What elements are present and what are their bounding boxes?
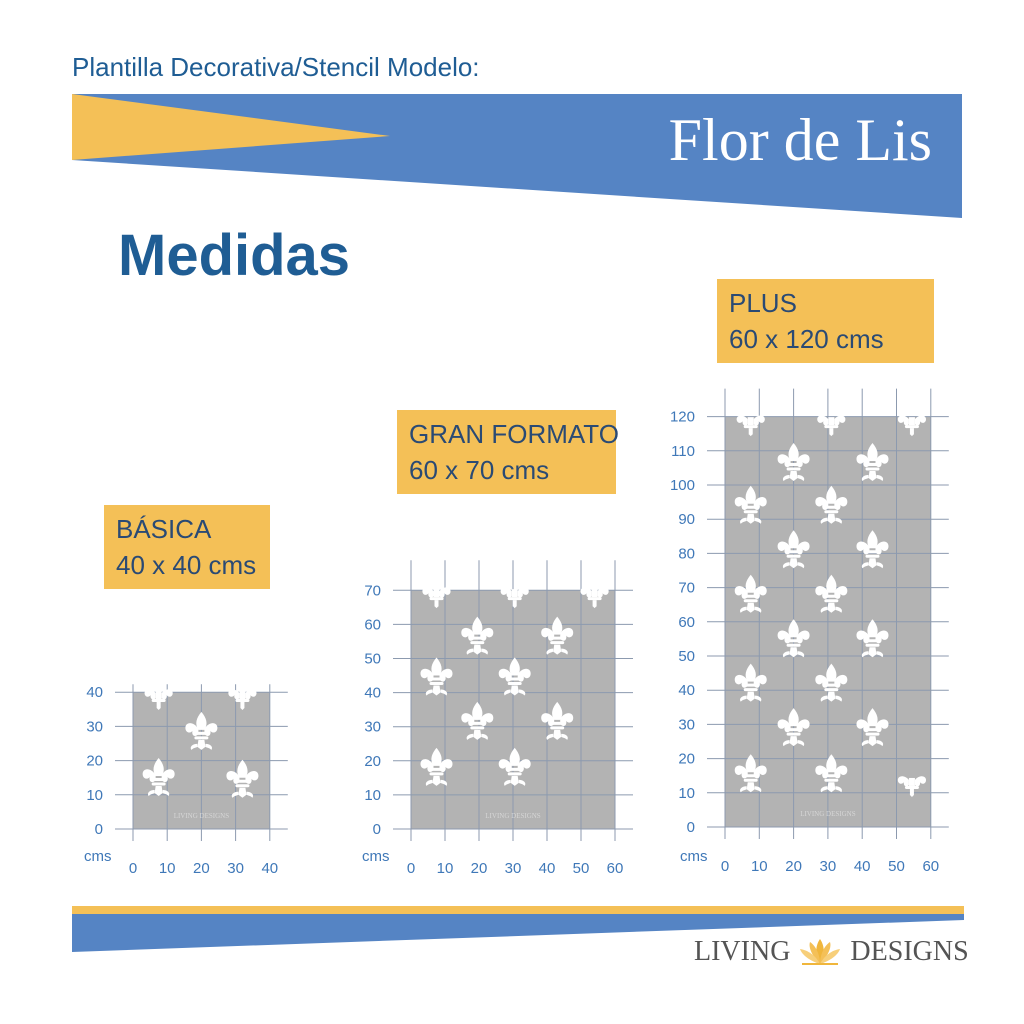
x-tick-label: 30	[505, 860, 522, 877]
x-tick-label: 10	[159, 860, 176, 877]
y-tick-label: 50	[364, 651, 381, 668]
y-tick-label: 0	[373, 821, 381, 838]
x-tick-label: 60	[922, 858, 939, 875]
y-tick-label: 100	[670, 477, 695, 494]
x-tick-label: 0	[129, 860, 137, 877]
banner-yellow-wedge	[72, 94, 390, 160]
size-dims: 40 x 40 cms	[116, 550, 257, 580]
y-tick-label: 60	[678, 614, 695, 631]
section-title: Medidas	[118, 223, 351, 288]
header-subtitle: Plantilla Decorativa/Stencil Modelo:	[72, 52, 480, 82]
y-tick-label: 30	[86, 718, 103, 735]
x-tick-label: 20	[785, 858, 802, 875]
x-tick-label: 40	[854, 858, 871, 875]
panel-watermark: LIVING DESIGNS	[485, 812, 541, 820]
size-name: GRAN FORMATO	[409, 419, 619, 449]
y-tick-label: 40	[86, 684, 103, 701]
y-tick-label: 10	[678, 785, 695, 802]
unit-label: cms	[680, 848, 708, 865]
panel-watermark: LIVING DESIGNS	[800, 810, 856, 818]
size-grid-2: LIVING DESIGNS 0 10 20 30 40 50 60 0 10 20 30 40 50 60…	[670, 388, 949, 875]
size-name: PLUS	[729, 288, 797, 318]
x-tick-label: 20	[193, 860, 210, 877]
x-tick-label: 60	[607, 860, 624, 877]
y-tick-label: 80	[678, 545, 695, 562]
unit-label: cms	[362, 848, 390, 865]
footer-yellow-stripe	[72, 906, 964, 914]
size-name: BÁSICA	[116, 514, 212, 544]
y-tick-label: 0	[687, 819, 695, 836]
y-tick-label: 20	[86, 753, 103, 770]
product-title: Flor de Lis	[668, 107, 932, 173]
x-tick-label: 0	[407, 860, 415, 877]
y-tick-label: 70	[364, 582, 381, 599]
size-grid-1: LIVING DESIGNS 0 10 20 30 40 50 60 0 10 20 30 40 50 60…	[362, 560, 633, 877]
x-tick-label: 40	[261, 860, 278, 877]
y-tick-label: 50	[678, 648, 695, 665]
y-tick-label: 40	[364, 685, 381, 702]
x-tick-label: 0	[721, 858, 729, 875]
x-tick-label: 50	[888, 858, 905, 875]
y-tick-label: 0	[95, 821, 103, 838]
header-banner	[72, 94, 962, 218]
x-tick-label: 30	[820, 858, 837, 875]
y-tick-label: 90	[678, 511, 695, 528]
y-tick-label: 70	[678, 580, 695, 597]
y-tick-label: 60	[364, 616, 381, 633]
brand-word-right: DESIGNS	[850, 936, 969, 967]
lotus-icon	[800, 939, 841, 965]
x-tick-label: 10	[437, 860, 454, 877]
size-label-gran-formato: GRAN FORMATO 60 x 70 cms	[397, 410, 619, 494]
y-tick-label: 30	[364, 719, 381, 736]
size-dims: 60 x 70 cms	[409, 455, 550, 485]
size-label-plus: PLUS 60 x 120 cms	[717, 279, 934, 363]
x-tick-label: 10	[751, 858, 768, 875]
footer-blue-band	[72, 914, 964, 952]
y-tick-label: 110	[671, 443, 695, 460]
size-dims: 60 x 120 cms	[729, 324, 884, 354]
y-tick-label: 20	[364, 753, 381, 770]
y-tick-label: 120	[670, 409, 695, 426]
unit-label: cms	[84, 848, 112, 865]
y-tick-label: 10	[86, 787, 103, 804]
x-tick-label: 20	[471, 860, 488, 877]
panel-watermark: LIVING DESIGNS	[174, 812, 230, 820]
x-tick-label: 50	[573, 860, 590, 877]
y-tick-label: 20	[678, 751, 695, 768]
x-tick-label: 40	[539, 860, 556, 877]
brand-logo: LIVING DESIGNS	[694, 934, 969, 970]
footer-band	[72, 906, 964, 952]
brand-word-left: LIVING	[694, 936, 791, 967]
y-tick-label: 30	[678, 716, 695, 733]
size-label-basica: BÁSICA 40 x 40 cms	[104, 505, 270, 589]
x-tick-label: 30	[227, 860, 244, 877]
y-tick-label: 10	[364, 787, 381, 804]
size-grid-0: LIVING DESIGNS 0 10 20 30 40 0 10 20 30 40 cms	[84, 684, 288, 877]
y-tick-label: 40	[678, 682, 695, 699]
